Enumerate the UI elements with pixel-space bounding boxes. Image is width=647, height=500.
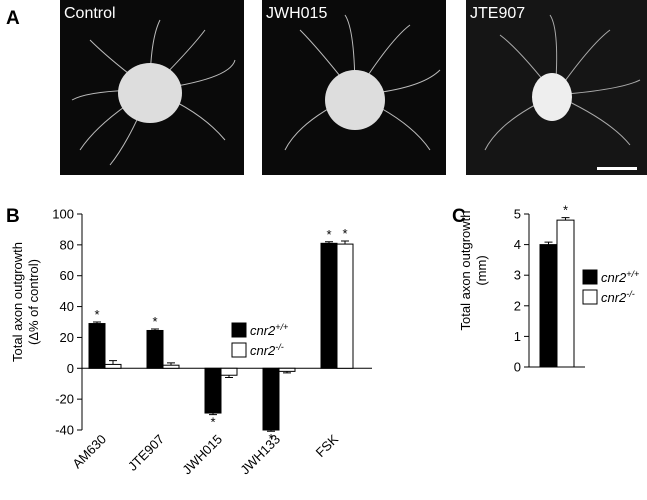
legend-swatch — [582, 269, 598, 285]
y-axis-label: Total axon outgrowth — [458, 211, 473, 331]
y-tick-label: 0 — [67, 361, 74, 376]
bar — [88, 323, 106, 369]
image-label: JWH015 — [266, 5, 327, 22]
legend-sup: -/- — [275, 342, 284, 352]
image-label: Control — [64, 5, 116, 22]
y-tick-label: 80 — [60, 237, 74, 252]
significance: * — [152, 314, 157, 329]
legend-name: cnr2 — [250, 323, 276, 338]
error-bar — [267, 430, 275, 432]
bar — [320, 242, 338, 369]
bar — [262, 367, 280, 431]
legend-label: cnr2-/- — [601, 289, 635, 305]
legend-label: cnr2+/+ — [601, 269, 639, 285]
panel-label: A — [6, 8, 20, 29]
y-axis-label: (mm) — [474, 255, 489, 285]
x-tick-label: JWH133 — [237, 432, 283, 478]
bar — [220, 367, 238, 376]
error-bar — [325, 241, 333, 244]
y-axis-label: Total axon outgrowth — [10, 242, 25, 362]
panel-label: C — [452, 206, 466, 227]
error-bar — [209, 413, 217, 416]
legend-swatch — [582, 289, 598, 305]
legend-name: cnr2 — [250, 343, 276, 358]
legend-swatch — [231, 342, 247, 358]
y-tick-label: 100 — [52, 207, 74, 222]
y-tick-label: 40 — [60, 299, 74, 314]
y-tick-label: 2 — [514, 298, 521, 313]
significance: * — [326, 227, 331, 242]
significance: * — [268, 431, 273, 446]
error-bar — [544, 241, 553, 245]
y-tick-label: 5 — [514, 207, 521, 222]
error-bar — [341, 240, 349, 245]
y-axis-label: (Δ% of control) — [26, 259, 41, 345]
significance: * — [342, 226, 347, 241]
bar — [146, 329, 164, 369]
legend-label: cnr2-/- — [250, 342, 284, 358]
bar — [104, 363, 122, 369]
significance: * — [94, 307, 99, 322]
y-tick-label: -20 — [55, 392, 74, 407]
legend-sup: +/+ — [626, 269, 639, 279]
micrograph: JTE907 — [466, 0, 647, 175]
significance: * — [210, 415, 215, 430]
y-tick-label: 20 — [60, 330, 74, 345]
bar — [204, 367, 222, 414]
y-tick-label: 0 — [514, 360, 521, 375]
error-bar — [93, 321, 101, 324]
x-tick-label: JWH015 — [179, 432, 225, 478]
error-bar — [561, 217, 570, 221]
legend-label: cnr2+/+ — [250, 322, 288, 338]
panel-label: B — [6, 206, 20, 227]
legend-name: cnr2 — [601, 270, 627, 285]
error-bar — [225, 375, 233, 379]
legend-sup: +/+ — [275, 322, 288, 332]
y-tick-label: 1 — [514, 329, 521, 344]
micrograph: JWH015 — [262, 0, 446, 175]
error-bar — [283, 371, 291, 374]
error-bar — [167, 362, 175, 366]
y-tick-label: 3 — [514, 268, 521, 283]
y-tick-label: -40 — [55, 423, 74, 438]
x-tick-label: AM630 — [69, 432, 109, 472]
legend-sup: -/- — [626, 289, 635, 299]
bar — [162, 364, 180, 369]
bar — [556, 219, 575, 368]
error-bar — [151, 328, 159, 331]
x-tick-label: JTE907 — [125, 432, 167, 474]
error-bar — [109, 360, 117, 365]
legend-name: cnr2 — [601, 290, 627, 305]
image-label: JTE907 — [470, 5, 525, 22]
bar — [278, 367, 296, 372]
x-tick-label: FSK — [313, 431, 342, 460]
y-tick-label: 4 — [514, 237, 521, 252]
legend-swatch — [231, 322, 247, 338]
micrograph: Control — [60, 0, 244, 175]
y-tick-label: 60 — [60, 268, 74, 283]
bar — [336, 243, 354, 369]
significance: * — [563, 203, 568, 218]
bar — [539, 244, 558, 368]
